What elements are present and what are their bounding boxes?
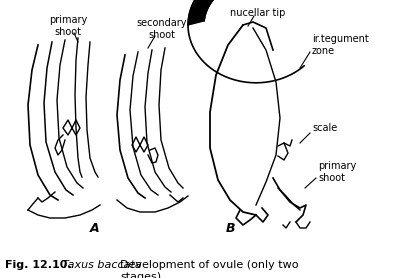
Text: Taxus baccata: Taxus baccata <box>62 260 142 270</box>
Text: primary
shoot: primary shoot <box>318 161 356 183</box>
Text: A: A <box>90 222 100 235</box>
Text: B: B <box>225 222 235 235</box>
Text: scale: scale <box>312 123 337 133</box>
Text: primary
shoot: primary shoot <box>49 15 87 37</box>
Text: Development of ovule (only two
stages).: Development of ovule (only two stages). <box>120 260 298 278</box>
Text: secondary
shoot: secondary shoot <box>137 18 187 39</box>
Polygon shape <box>188 0 245 25</box>
Text: Fig. 12.10.: Fig. 12.10. <box>5 260 72 270</box>
Text: ir.tegument
zone: ir.tegument zone <box>312 34 369 56</box>
Text: nucellar tip: nucellar tip <box>230 8 286 18</box>
